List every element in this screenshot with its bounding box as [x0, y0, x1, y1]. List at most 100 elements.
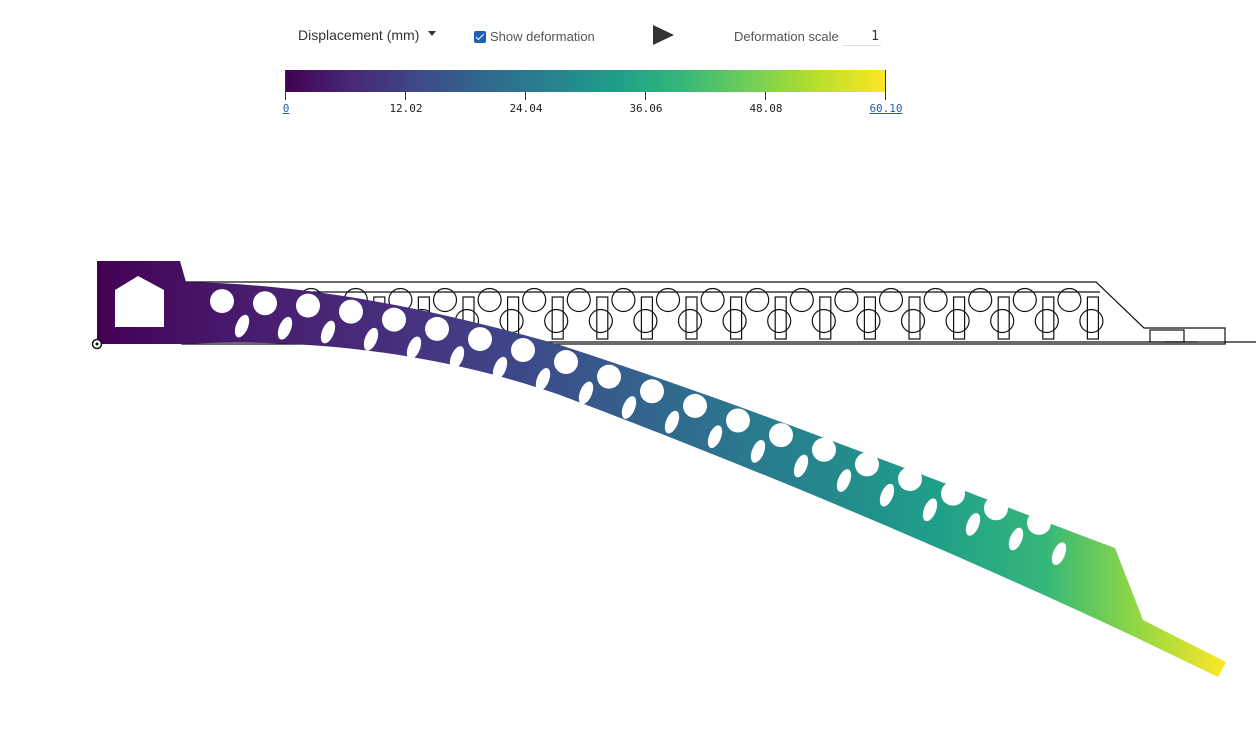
- deformed-hole: [683, 393, 707, 418]
- undeformed-slot: [596, 296, 609, 340]
- deformed-slot: [234, 314, 250, 338]
- undeformed-hole: [990, 308, 1015, 334]
- beam-deformation-view: [91, 261, 1256, 677]
- undeformed-slot: [729, 296, 743, 340]
- undeformed-hole: [789, 287, 814, 313]
- deformed-hole: [769, 423, 793, 448]
- legend-tick-label: 12.02: [389, 102, 423, 115]
- deformed-hole: [253, 291, 277, 316]
- deformed-hole: [1027, 510, 1051, 535]
- undeformed-hole: [477, 287, 502, 313]
- undeformed-hole: [1012, 287, 1037, 313]
- undeformed-hole: [611, 287, 636, 313]
- caret-down-icon: [428, 31, 437, 36]
- undeformed-hole: [745, 287, 770, 313]
- show-deformation-checkbox[interactable]: [474, 30, 486, 43]
- deformed-holes: [210, 289, 1067, 566]
- legend-max-value[interactable]: 60.10: [869, 102, 903, 115]
- undeformed-slot: [997, 296, 1010, 340]
- legend-tick-label: 36.06: [629, 102, 663, 115]
- undeformed-hole: [968, 287, 993, 313]
- deformed-beam: [97, 261, 1226, 677]
- legend-tick: [405, 92, 406, 100]
- deformed-slot: [965, 513, 981, 536]
- deformed-slot: [578, 381, 594, 405]
- undeformed-hole: [499, 308, 524, 334]
- deformation-scale-label: Deformation scale: [734, 29, 839, 44]
- undeformed-hole: [856, 308, 881, 334]
- undeformed-hole: [700, 287, 725, 313]
- deformed-slot: [277, 316, 293, 340]
- simulation-toolbar: Displacement (mm) Show deformation Defor…: [0, 0, 1256, 60]
- undeformed-hole: [588, 308, 613, 334]
- deformed-hole: [941, 481, 965, 506]
- show-deformation-toggle[interactable]: Show deformation: [474, 29, 595, 44]
- legend-tick: [525, 92, 526, 100]
- deformed-hole: [855, 452, 879, 477]
- legend-max-tick: [885, 70, 886, 100]
- show-deformation-label: Show deformation: [490, 29, 595, 44]
- fixed-support-marker: [91, 338, 103, 350]
- undeformed-slot: [819, 296, 832, 340]
- deformed-hole: [812, 437, 836, 462]
- undeformed-hole: [522, 287, 547, 313]
- deformed-slot: [406, 336, 422, 360]
- deformed-hole: [726, 408, 750, 433]
- legend-min-value[interactable]: 0: [282, 102, 290, 115]
- deformed-slot: [535, 368, 551, 391]
- undeformed-hole: [811, 308, 836, 334]
- deformed-slot: [793, 454, 809, 478]
- undeformed-hole: [878, 287, 904, 313]
- deformed-slot: [750, 439, 766, 463]
- undeformed-slot: [1042, 296, 1055, 340]
- undeformed-slot: [551, 296, 564, 340]
- undeformed-slot: [640, 296, 654, 340]
- undeformed-hole: [722, 308, 747, 334]
- result-type-label: Displacement (mm): [298, 27, 420, 43]
- deformed-slot: [621, 396, 637, 419]
- undeformed-hole: [1079, 308, 1104, 334]
- undeformed-hole: [923, 287, 948, 313]
- undeformed-slot: [863, 296, 877, 340]
- undeformed-hole: [544, 308, 569, 334]
- deformed-hole: [296, 293, 320, 318]
- deformed-hole: [339, 299, 363, 324]
- deformed-slot: [492, 356, 508, 380]
- legend-tick: [645, 92, 646, 100]
- undeformed-slot: [685, 296, 698, 340]
- displacement-colorbar: [286, 70, 886, 92]
- undeformed-hole: [633, 308, 658, 334]
- deformed-hole: [210, 289, 234, 314]
- undeformed-hole: [655, 287, 681, 313]
- legend-tick-label: 24.04: [509, 102, 543, 115]
- deformed-hole: [898, 467, 922, 491]
- legend-tick: [765, 92, 766, 100]
- legend-min-tick: [285, 70, 286, 100]
- undeformed-hole: [566, 287, 591, 313]
- result-type-dropdown[interactable]: Displacement (mm): [298, 27, 437, 43]
- undeformed-hole: [945, 308, 970, 334]
- deformed-hole: [382, 307, 406, 332]
- undeformed-hole: [432, 287, 458, 313]
- undeformed-hole: [1034, 308, 1059, 334]
- deformed-slot: [836, 469, 852, 492]
- deformed-slot: [449, 346, 465, 369]
- deformed-slot: [664, 410, 680, 434]
- undeformed-slot: [1086, 296, 1100, 340]
- deformed-hole: [554, 350, 578, 375]
- deformed-hole: [425, 316, 449, 341]
- undeformed-hole: [834, 287, 859, 313]
- model-viewport[interactable]: [0, 130, 1256, 745]
- legend-tick-label: 48.08: [749, 102, 783, 115]
- deformed-slot: [922, 498, 938, 522]
- deformation-scale-input[interactable]: [843, 27, 881, 46]
- play-icon[interactable]: [653, 25, 674, 45]
- deformed-hole: [511, 338, 535, 363]
- deformed-slot: [1051, 542, 1067, 566]
- undeformed-slot: [774, 296, 787, 340]
- undeformed-slot: [952, 296, 966, 340]
- undeformed-hole: [1057, 287, 1082, 313]
- undeformed-slot: [908, 296, 921, 340]
- deformed-slot: [363, 327, 379, 351]
- deformed-slot: [320, 320, 336, 344]
